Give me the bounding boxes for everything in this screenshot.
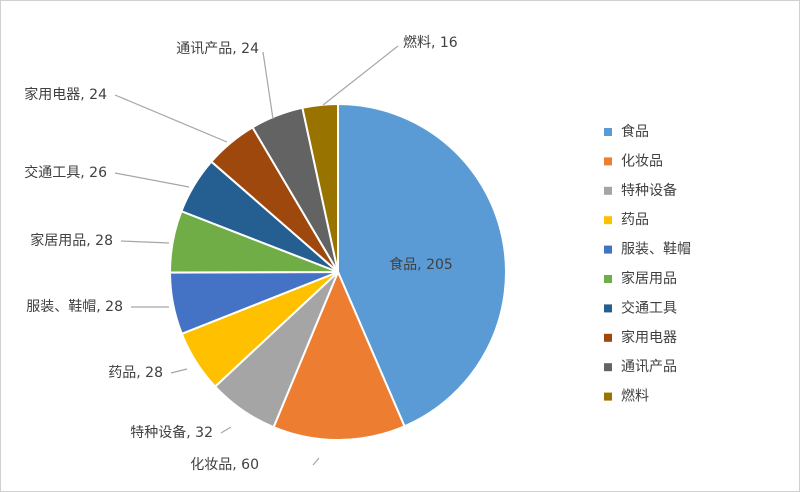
- legend-swatch-5: [604, 275, 612, 283]
- data-label-2: 特种设备, 32: [130, 424, 213, 441]
- leader-line-8: [262, 51, 274, 120]
- data-label-9: 燃料, 16: [403, 34, 458, 51]
- pie-slices: [168, 102, 507, 441]
- leader-line-2: [220, 426, 232, 434]
- data-label-3: 药品, 28: [108, 365, 163, 381]
- leader-line-3: [170, 368, 188, 374]
- legend-label-8: 通讯产品: [621, 359, 677, 375]
- legend-label-0: 食品: [621, 123, 649, 140]
- data-label-4: 服装、鞋帽, 28: [26, 299, 123, 315]
- data-label-6: 交通工具, 26: [24, 164, 107, 181]
- leader-line-5: [120, 240, 170, 244]
- legend-swatch-3: [604, 216, 612, 225]
- leader-line-6: [114, 172, 190, 188]
- legend-swatch-7: [604, 333, 612, 342]
- legend-label-9: 燃料: [621, 388, 649, 405]
- pie-slice-0: [337, 102, 507, 428]
- legend-label-3: 药品: [621, 212, 649, 228]
- data-label-5: 家居用品, 28: [30, 232, 113, 249]
- legend-swatch-1: [604, 157, 612, 166]
- leader-line-7: [114, 94, 228, 143]
- legend-label-7: 家用电器: [621, 329, 677, 346]
- legend-swatch-6: [604, 304, 612, 313]
- legend-label-6: 交通工具: [621, 299, 677, 316]
- legend-swatch-4: [604, 245, 612, 254]
- legend-swatch-0: [604, 128, 612, 136]
- legend-swatch-2: [604, 186, 612, 195]
- legend-label-1: 化妆品: [621, 153, 663, 169]
- legend-label-4: 服装、鞋帽: [621, 242, 691, 258]
- pie-slice-1: [272, 269, 406, 441]
- data-label-8: 通讯产品, 24: [176, 41, 259, 57]
- leader-lines: [114, 45, 399, 466]
- legend-label-2: 特种设备: [621, 182, 677, 199]
- leader-line-1: [312, 457, 320, 466]
- legend-label-5: 家居用品: [621, 270, 677, 287]
- data-label-0: 食品, 205: [389, 256, 453, 273]
- legend-swatch-8: [604, 363, 612, 372]
- leader-line-9: [322, 45, 399, 106]
- legend-swatch-9: [604, 392, 612, 401]
- data-label-7: 家用电器, 24: [24, 86, 107, 103]
- data-label-1: 化妆品, 60: [190, 457, 259, 473]
- pie-slice-9: [301, 102, 339, 273]
- data-labels: 食品, 205 化妆品, 60 特种设备, 32 药品, 28 服装、鞋帽, 28 家居用…: [24, 34, 458, 473]
